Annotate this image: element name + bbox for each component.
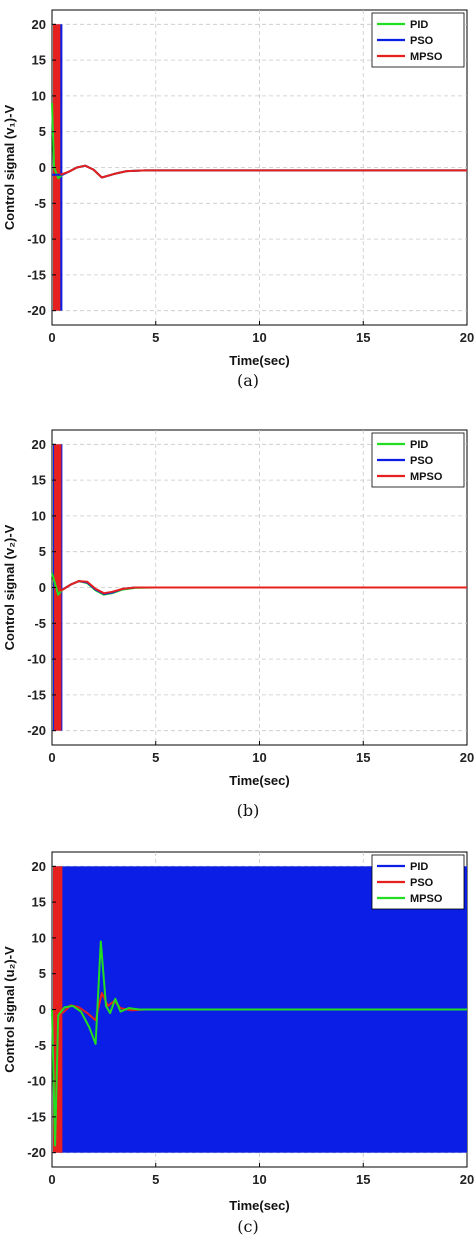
x-axis-label-c: Time(sec) [229, 1198, 289, 1213]
yticks-a: 20 15 10 5 0 -5 -10 -15 -20 [27, 17, 56, 318]
y-tick-label: -20 [27, 1145, 46, 1160]
x-tick-label: 20 [460, 750, 474, 765]
band-pso [53, 866, 63, 1153]
legend-label-pid: PID [410, 861, 428, 873]
y-axis-label-b: Control signal (v₂)-V [2, 524, 17, 650]
x-tick-label: 0 [48, 750, 55, 765]
legend-label-mpso: MPSO [410, 471, 443, 483]
series-line-mpso [59, 164, 467, 179]
y-tick-label: -15 [27, 1109, 46, 1124]
x-tick-label: 20 [460, 1172, 474, 1187]
xticks-c: 0 5 10 15 20 [48, 1163, 474, 1187]
y-tick-label: 10 [32, 930, 46, 945]
x-axis-label-a: Time(sec) [229, 353, 289, 368]
y-tick-label: -5 [34, 616, 46, 631]
legend-label-pso: PSO [410, 455, 434, 467]
y-tick-label: 10 [32, 88, 46, 103]
y-tick-label: 0 [39, 580, 46, 595]
legend-label-mpso: MPSO [410, 51, 443, 63]
y-tick-label: 15 [32, 895, 46, 910]
y-tick-label: 15 [32, 53, 46, 68]
x-tick-label: 5 [152, 330, 159, 345]
y-axis-label-c: Control signal (u₂)-V [2, 946, 17, 1073]
y-tick-label: -5 [34, 196, 46, 211]
caption-b: (b) [237, 801, 260, 820]
lines-b [51, 572, 467, 596]
y-tick-label: 20 [32, 17, 46, 32]
xticks-a: 0 5 10 15 20 [48, 321, 474, 345]
x-tick-label: 0 [48, 1172, 55, 1187]
y-tick-label: 20 [32, 437, 46, 452]
y-tick-label: -20 [27, 303, 46, 318]
series-line-mpso [59, 580, 467, 595]
band-mpso [54, 444, 62, 731]
x-tick-label: 10 [252, 330, 266, 345]
y-tick-label: 0 [39, 160, 46, 175]
legend-label-mpso: MPSO [410, 893, 443, 905]
x-tick-label: 5 [152, 1172, 159, 1187]
lines-c [51, 940, 467, 1147]
y-tick-label: 5 [39, 544, 46, 559]
y-tick-label: -10 [27, 1074, 46, 1089]
x-tick-label: 5 [152, 750, 159, 765]
legend-a: PID PSO MPSO [371, 12, 465, 68]
x-tick-label: 20 [460, 330, 474, 345]
y-tick-label: -20 [27, 723, 46, 738]
lines-a [51, 103, 467, 180]
x-tick-label: 10 [252, 750, 266, 765]
x-tick-label: 15 [356, 330, 370, 345]
caption-c: (c) [237, 1217, 258, 1236]
y-tick-label: 0 [39, 1002, 46, 1017]
y-tick-label: 10 [32, 508, 46, 523]
legend-label-pso: PSO [410, 877, 434, 889]
legend-label-pid: PID [410, 439, 428, 451]
x-tick-label: 15 [356, 750, 370, 765]
x-tick-label: 15 [356, 1172, 370, 1187]
y-tick-label: -10 [27, 652, 46, 667]
legend-c: PID PSO MPSO [371, 854, 465, 910]
yticks-c: 20 15 10 5 0 -5 -10 -15 -20 [27, 859, 56, 1160]
x-tick-label: 10 [252, 1172, 266, 1187]
caption-a: (a) [237, 371, 259, 390]
legend-b: PID PSO MPSO [371, 432, 465, 488]
y-tick-label: -5 [34, 1038, 46, 1053]
y-tick-label: 5 [39, 124, 46, 139]
y-tick-label: -15 [27, 267, 46, 282]
yticks-b: 20 15 10 5 0 -5 -10 -15 -20 [27, 437, 56, 738]
xticks-b: 0 5 10 15 20 [48, 741, 474, 765]
y-tick-label: 5 [39, 966, 46, 981]
series-line-mpso [51, 940, 467, 1147]
y-tick-label: -10 [27, 232, 46, 247]
x-axis-label-b: Time(sec) [229, 773, 289, 788]
y-axis-label-a: Control signal (v₁)-V [2, 105, 17, 231]
band-mpso [53, 24, 61, 311]
x-tick-label: 0 [48, 330, 55, 345]
y-tick-label: 20 [32, 859, 46, 874]
y-tick-label: 15 [32, 473, 46, 488]
legend-label-pid: PID [410, 19, 428, 31]
y-tick-label: -15 [27, 687, 46, 702]
legend-label-pso: PSO [410, 35, 434, 47]
